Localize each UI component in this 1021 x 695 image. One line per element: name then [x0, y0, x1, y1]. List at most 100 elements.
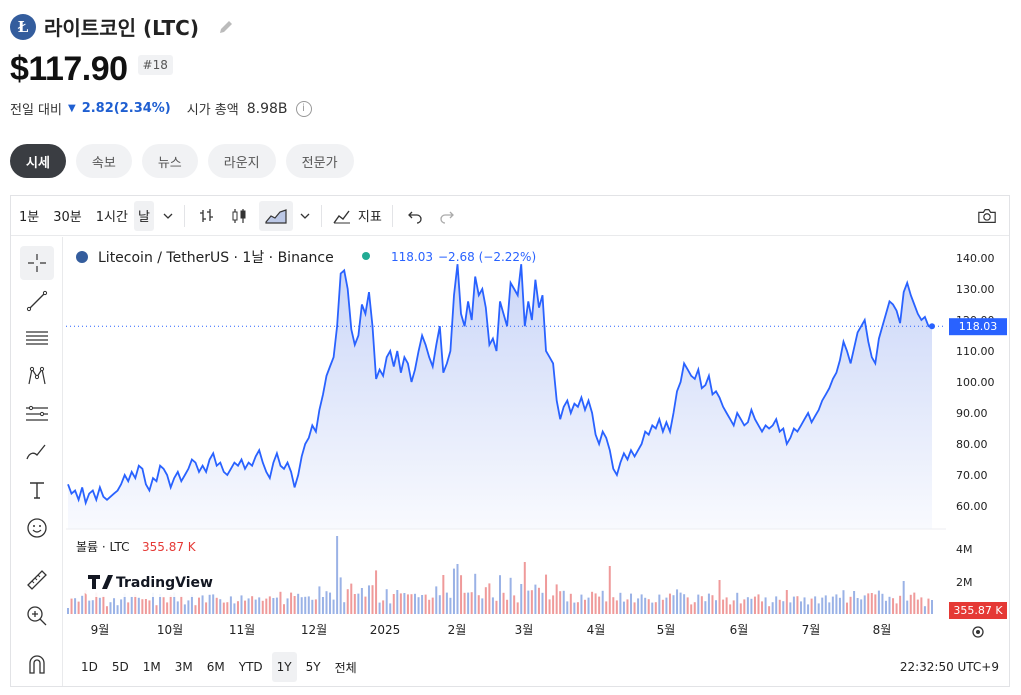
- volume-bar: [580, 594, 583, 614]
- volume-bar: [594, 593, 597, 614]
- pencil-icon[interactable]: [215, 16, 237, 38]
- range-6m[interactable]: 6M: [206, 660, 225, 674]
- info-icon[interactable]: i: [295, 100, 312, 117]
- volume-bar: [792, 596, 795, 614]
- market-cap-value: 8.98B: [246, 100, 288, 117]
- range-all[interactable]: 전체: [334, 660, 357, 675]
- x-axis-label: 5월: [657, 623, 676, 637]
- interval-1h[interactable]: 1시간: [95, 210, 128, 225]
- current-price: $117.90: [10, 50, 128, 88]
- volume-bar: [693, 602, 696, 614]
- tab-lounge[interactable]: 라운지: [207, 144, 276, 178]
- volume-bar: [782, 601, 785, 614]
- range-1m[interactable]: 1M: [142, 660, 161, 674]
- interval-30m[interactable]: 30분: [53, 210, 82, 225]
- litecoin-logo-icon: Ł: [10, 13, 36, 40]
- volume-bar: [265, 598, 268, 614]
- ruler-icon[interactable]: [20, 563, 54, 597]
- volume-bar: [208, 594, 211, 614]
- volume-bar: [814, 596, 817, 614]
- volume-bar: [849, 596, 852, 614]
- emoji-icon[interactable]: [20, 511, 54, 545]
- volume-bar: [789, 602, 792, 614]
- y-tick-label: 110.00: [956, 345, 995, 358]
- text-tool-icon[interactable]: [20, 473, 54, 507]
- volume-bar: [874, 594, 877, 614]
- volume-bar: [817, 603, 820, 614]
- volume-bar: [807, 604, 810, 614]
- area-chart-type-icon[interactable]: [258, 200, 293, 231]
- volume-bar: [176, 601, 179, 614]
- horizontal-lines-icon[interactable]: [20, 321, 54, 355]
- volume-bar: [718, 580, 721, 614]
- chart-area[interactable]: 60.0070.0080.0090.00100.00110.00120.0013…: [66, 237, 1009, 686]
- bar-chart-type-icon[interactable]: [191, 201, 223, 231]
- volume-bar: [435, 586, 438, 614]
- zoom-in-icon[interactable]: [20, 599, 54, 633]
- volume-bar: [888, 596, 891, 614]
- volume-tick-label: 4M: [956, 543, 973, 556]
- range-1y[interactable]: 1Y: [271, 652, 297, 682]
- volume-bar: [279, 591, 282, 614]
- volume-bar: [109, 602, 112, 614]
- tab-breaking[interactable]: 속보: [75, 144, 132, 178]
- interval-day[interactable]: 날: [133, 200, 154, 231]
- volume-bar: [838, 597, 841, 614]
- tab-news[interactable]: 뉴스: [141, 144, 198, 178]
- interval-dropdown-chevron-icon[interactable]: [158, 201, 178, 231]
- volume-bar: [828, 602, 831, 614]
- trend-line-icon[interactable]: [20, 284, 54, 318]
- fibonacci-icon[interactable]: [20, 397, 54, 431]
- volume-bar: [757, 594, 760, 614]
- volume-bar: [272, 598, 275, 614]
- volume-bar: [77, 601, 80, 614]
- chart-type-dropdown-chevron-icon[interactable]: [295, 201, 315, 231]
- volume-bar: [860, 599, 863, 614]
- volume-tick-label: 2M: [956, 576, 973, 589]
- volume-bar: [622, 601, 625, 614]
- redo-icon[interactable]: [431, 201, 463, 231]
- indicators-button[interactable]: 지표: [328, 201, 386, 231]
- volume-bar: [658, 594, 661, 614]
- volume-bar: [591, 591, 594, 614]
- volume-bar: [190, 594, 193, 614]
- volume-bar: [169, 594, 172, 614]
- range-ytd[interactable]: YTD: [238, 660, 263, 674]
- pattern-tool-icon[interactable]: [20, 359, 54, 393]
- down-triangle-icon: ▼: [67, 103, 76, 114]
- candle-chart-type-icon[interactable]: [223, 201, 255, 231]
- volume-bar: [428, 599, 431, 614]
- volume-bar: [173, 592, 176, 614]
- volume-bar: [846, 602, 849, 614]
- magnet-icon[interactable]: [20, 647, 54, 681]
- undo-icon[interactable]: [399, 201, 431, 231]
- volume-bar: [690, 604, 693, 614]
- volume-bar: [219, 599, 222, 614]
- change-value: 2.82(2.34%): [81, 101, 171, 116]
- range-1d[interactable]: 1D: [81, 660, 98, 674]
- range-5y[interactable]: 5Y: [305, 660, 321, 674]
- tab-price[interactable]: 시세: [10, 144, 66, 178]
- volume-bar: [293, 596, 296, 614]
- volume-bar: [240, 595, 243, 614]
- range-5d[interactable]: 5D: [111, 660, 129, 674]
- crosshair-icon[interactable]: [20, 246, 54, 280]
- tab-experts[interactable]: 전문가: [285, 144, 354, 178]
- settings-gear-icon[interactable]: [972, 626, 984, 638]
- price-chart-svg[interactable]: 60.0070.0080.0090.00100.00110.00120.0013…: [66, 237, 1009, 648]
- volume-bar: [113, 598, 116, 614]
- volume-bar: [491, 597, 494, 614]
- volume-bar: [516, 602, 519, 614]
- brush-icon[interactable]: [20, 435, 54, 469]
- volume-bar: [162, 597, 165, 614]
- volume-bar: [576, 602, 579, 614]
- volume-bar: [91, 600, 94, 614]
- range-3m[interactable]: 3M: [174, 660, 193, 674]
- camera-icon[interactable]: [973, 201, 1001, 231]
- indicators-label: 지표: [357, 210, 382, 225]
- volume-bar: [438, 595, 441, 614]
- volume-bar: [633, 602, 636, 614]
- interval-1m[interactable]: 1분: [19, 210, 40, 225]
- volume-bar: [931, 600, 933, 614]
- volume-bar: [548, 599, 551, 614]
